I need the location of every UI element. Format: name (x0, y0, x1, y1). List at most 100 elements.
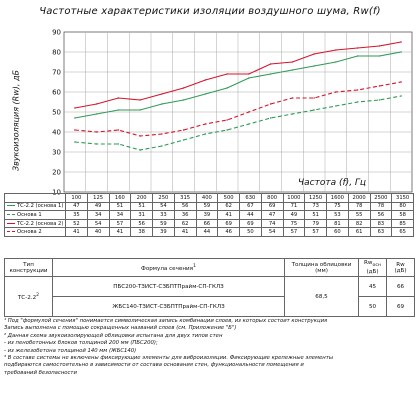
footnote-line: - из железобетона толщиной 140 мм (ЖБС14… (4, 347, 137, 354)
value-cell: 75 (282, 218, 306, 229)
value-cell: 69 (217, 218, 240, 229)
y-tick-label: 10 (52, 189, 61, 196)
spec-header-rw: Rw (дБ) (386, 258, 415, 277)
series-2-point (182, 139, 185, 141)
series-3-point (248, 73, 250, 75)
legend-cell: Основа 2 (4, 227, 66, 237)
table-row: ТС-2.2 (основа 2) 52 54 57 56 59 62 66 69 69 74 75 7… (4, 218, 414, 229)
table-corner-cell (4, 193, 66, 203)
value-cell: 75 (326, 201, 349, 212)
value-cell: 34 (86, 210, 110, 220)
series-4-point (95, 131, 98, 133)
frequency-cell: 2500 (369, 193, 393, 203)
value-cell: 62 (173, 218, 197, 229)
series-3-point (313, 53, 315, 55)
value-cell: 61 (347, 227, 371, 237)
value-cell: 41 (108, 227, 132, 237)
value-cell: 49 (86, 201, 110, 212)
value-cell: 35 (65, 210, 88, 220)
footnote-line: подбираются самостоятельно в зависимости… (4, 362, 304, 369)
value-cell: 56 (173, 201, 197, 212)
footnote-line: требований безопасности (4, 369, 77, 376)
x-axis-label: Частота (f), Гц (298, 178, 367, 188)
spec-header-type-text: Тип конструкции (9, 261, 48, 274)
spec-header-rw-osn-text: Rw (364, 260, 373, 267)
value-cell: 54 (260, 227, 284, 237)
value-cell: 41 (65, 227, 88, 237)
legend-cell: ТС-2.2 (основа 2) (4, 218, 66, 229)
series-line-3 (74, 41, 402, 109)
series-1-point (182, 99, 185, 101)
series-3-point (182, 87, 185, 89)
frequency-cell: 250 (152, 193, 175, 203)
series-4-point (313, 97, 315, 99)
spec-rw-2: 69 (386, 296, 415, 317)
spec-header-rw-osn: Rwосн (дБ) (358, 258, 387, 277)
y-tick-label: 60 (52, 89, 61, 97)
table-row: ТС-2.2 (основа 1) 47 49 51 51 54 56 59 62 67 69 71 7… (4, 201, 414, 212)
series-3-point (378, 45, 381, 47)
legend-swatch (7, 231, 15, 233)
spec-type-value: ТС-2.2 (17, 294, 37, 301)
value-cell: 60 (326, 227, 349, 237)
value-cell: 31 (130, 210, 153, 220)
spec-header-rw-osn-sub: осн (372, 263, 381, 269)
series-1-point (335, 61, 337, 63)
spec-rw-osn-1: 45 (358, 276, 387, 297)
value-cell: 44 (239, 210, 262, 220)
series-2-point (248, 123, 250, 125)
value-cell: 82 (347, 218, 371, 229)
chart-title: Частотные характеристики изоляции воздуш… (39, 6, 381, 17)
value-cell: 59 (195, 201, 219, 212)
series-3-point (400, 41, 402, 43)
series-2-point (204, 133, 207, 135)
series-3-point (161, 93, 163, 95)
table-row: Основа 1 35 34 34 31 33 36 39 41 44 47 49 51 53 55 56 58 (4, 210, 414, 220)
frequency-cell: 800 (260, 193, 284, 203)
series-3-point (356, 47, 359, 49)
series-4-point (74, 129, 76, 131)
value-cell: 47 (65, 201, 88, 212)
value-cell: 34 (108, 210, 132, 220)
value-cell: 66 (195, 218, 219, 229)
value-cell: 41 (217, 210, 240, 220)
value-cell: 38 (130, 227, 153, 237)
y-tick-label: 20 (52, 169, 61, 177)
frequency-cell: 125 (86, 193, 110, 203)
value-cell: 79 (304, 218, 327, 229)
series-1-point (269, 73, 272, 75)
value-cell: 53 (326, 210, 349, 220)
value-cell: 52 (65, 218, 88, 229)
series-4-point (400, 81, 402, 83)
legend-label: Основа 2 (17, 229, 42, 236)
legend-label: Основа 1 (17, 211, 42, 218)
series-4-point (161, 133, 163, 135)
value-cell: 73 (304, 201, 327, 212)
value-cell: 51 (108, 201, 132, 212)
frequency-cell: 1250 (304, 193, 327, 203)
series-4-point (182, 129, 185, 131)
series-3-point (335, 49, 337, 51)
value-cell: 33 (152, 210, 175, 220)
frequency-cell: 3150 (391, 193, 414, 203)
series-2-point (117, 143, 120, 145)
series-3-point (139, 99, 141, 101)
series-4-point (291, 97, 294, 99)
series-2-point (95, 143, 98, 145)
legend-swatch (7, 205, 15, 207)
y-tick-label: 40 (52, 129, 61, 137)
footnote-line: ³ В составе системы не включены фиксирую… (4, 355, 334, 362)
spec-formula-1: ПБС200-ТЗИСТ-СЗБПТПрайм-СП-ГКЛЗ (52, 276, 285, 297)
spec-header-formula-sup: 1 (193, 263, 196, 269)
value-cell: 62 (217, 201, 240, 212)
spec-header-formula: Формула сечения1 (52, 258, 285, 277)
footnote-line: ¹ Под "формулой сечения" понимается симв… (4, 318, 328, 324)
series-3-point (74, 107, 76, 109)
y-tick-label: 70 (52, 69, 61, 77)
value-cell: 67 (239, 201, 262, 212)
series-1-point (378, 55, 381, 57)
value-cell: 78 (347, 201, 371, 212)
series-4-point (335, 91, 337, 93)
footnote-line: - из пенобетонных блоков толщиной 200 мм… (4, 340, 158, 347)
